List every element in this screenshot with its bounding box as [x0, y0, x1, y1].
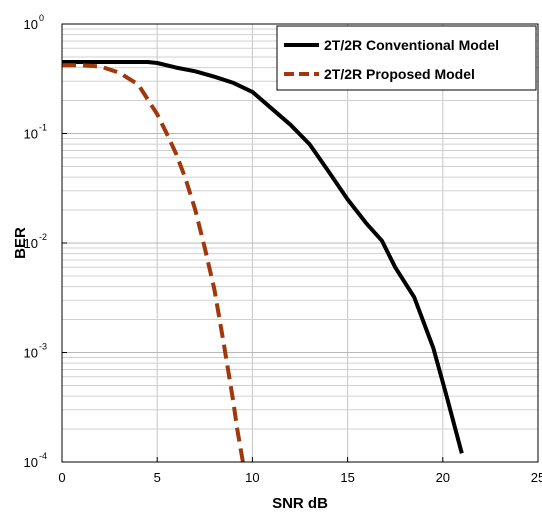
legend-label-1: 2T/2R Conventional Model [324, 37, 499, 53]
x-tick-label: 20 [436, 470, 450, 485]
legend: 2T/2R Conventional Model 2T/2R Proposed M… [276, 25, 537, 91]
series-line-2 [62, 63, 245, 463]
y-tick-label: 10 [24, 346, 38, 361]
series-layer [62, 60, 464, 463]
y-axis-label: BER [12, 227, 29, 259]
legend-label-2: 2T/2R Proposed Model [324, 66, 475, 82]
y-tick-exponent: -1 [39, 123, 47, 133]
x-tick-label: 5 [154, 470, 161, 485]
y-tick-exponent: -3 [39, 342, 47, 352]
y-tick-exponent: 0 [39, 13, 44, 23]
series-line-1 [62, 60, 464, 454]
x-tick-label: 10 [245, 470, 259, 485]
x-tick-label: 25 [531, 470, 542, 485]
y-tick-label: 10 [24, 455, 38, 470]
x-tick-label: 0 [58, 470, 65, 485]
y-tick-label: 10 [24, 17, 38, 32]
x-tick-label: 15 [340, 470, 354, 485]
y-tick-label: 10 [24, 236, 38, 251]
y-tick-exponent: -4 [39, 451, 47, 461]
x-axis-label: SNR dB [272, 495, 328, 512]
legend-box [276, 25, 537, 91]
y-tick-exponent: -2 [39, 232, 47, 242]
y-tick-label: 10 [24, 127, 38, 142]
